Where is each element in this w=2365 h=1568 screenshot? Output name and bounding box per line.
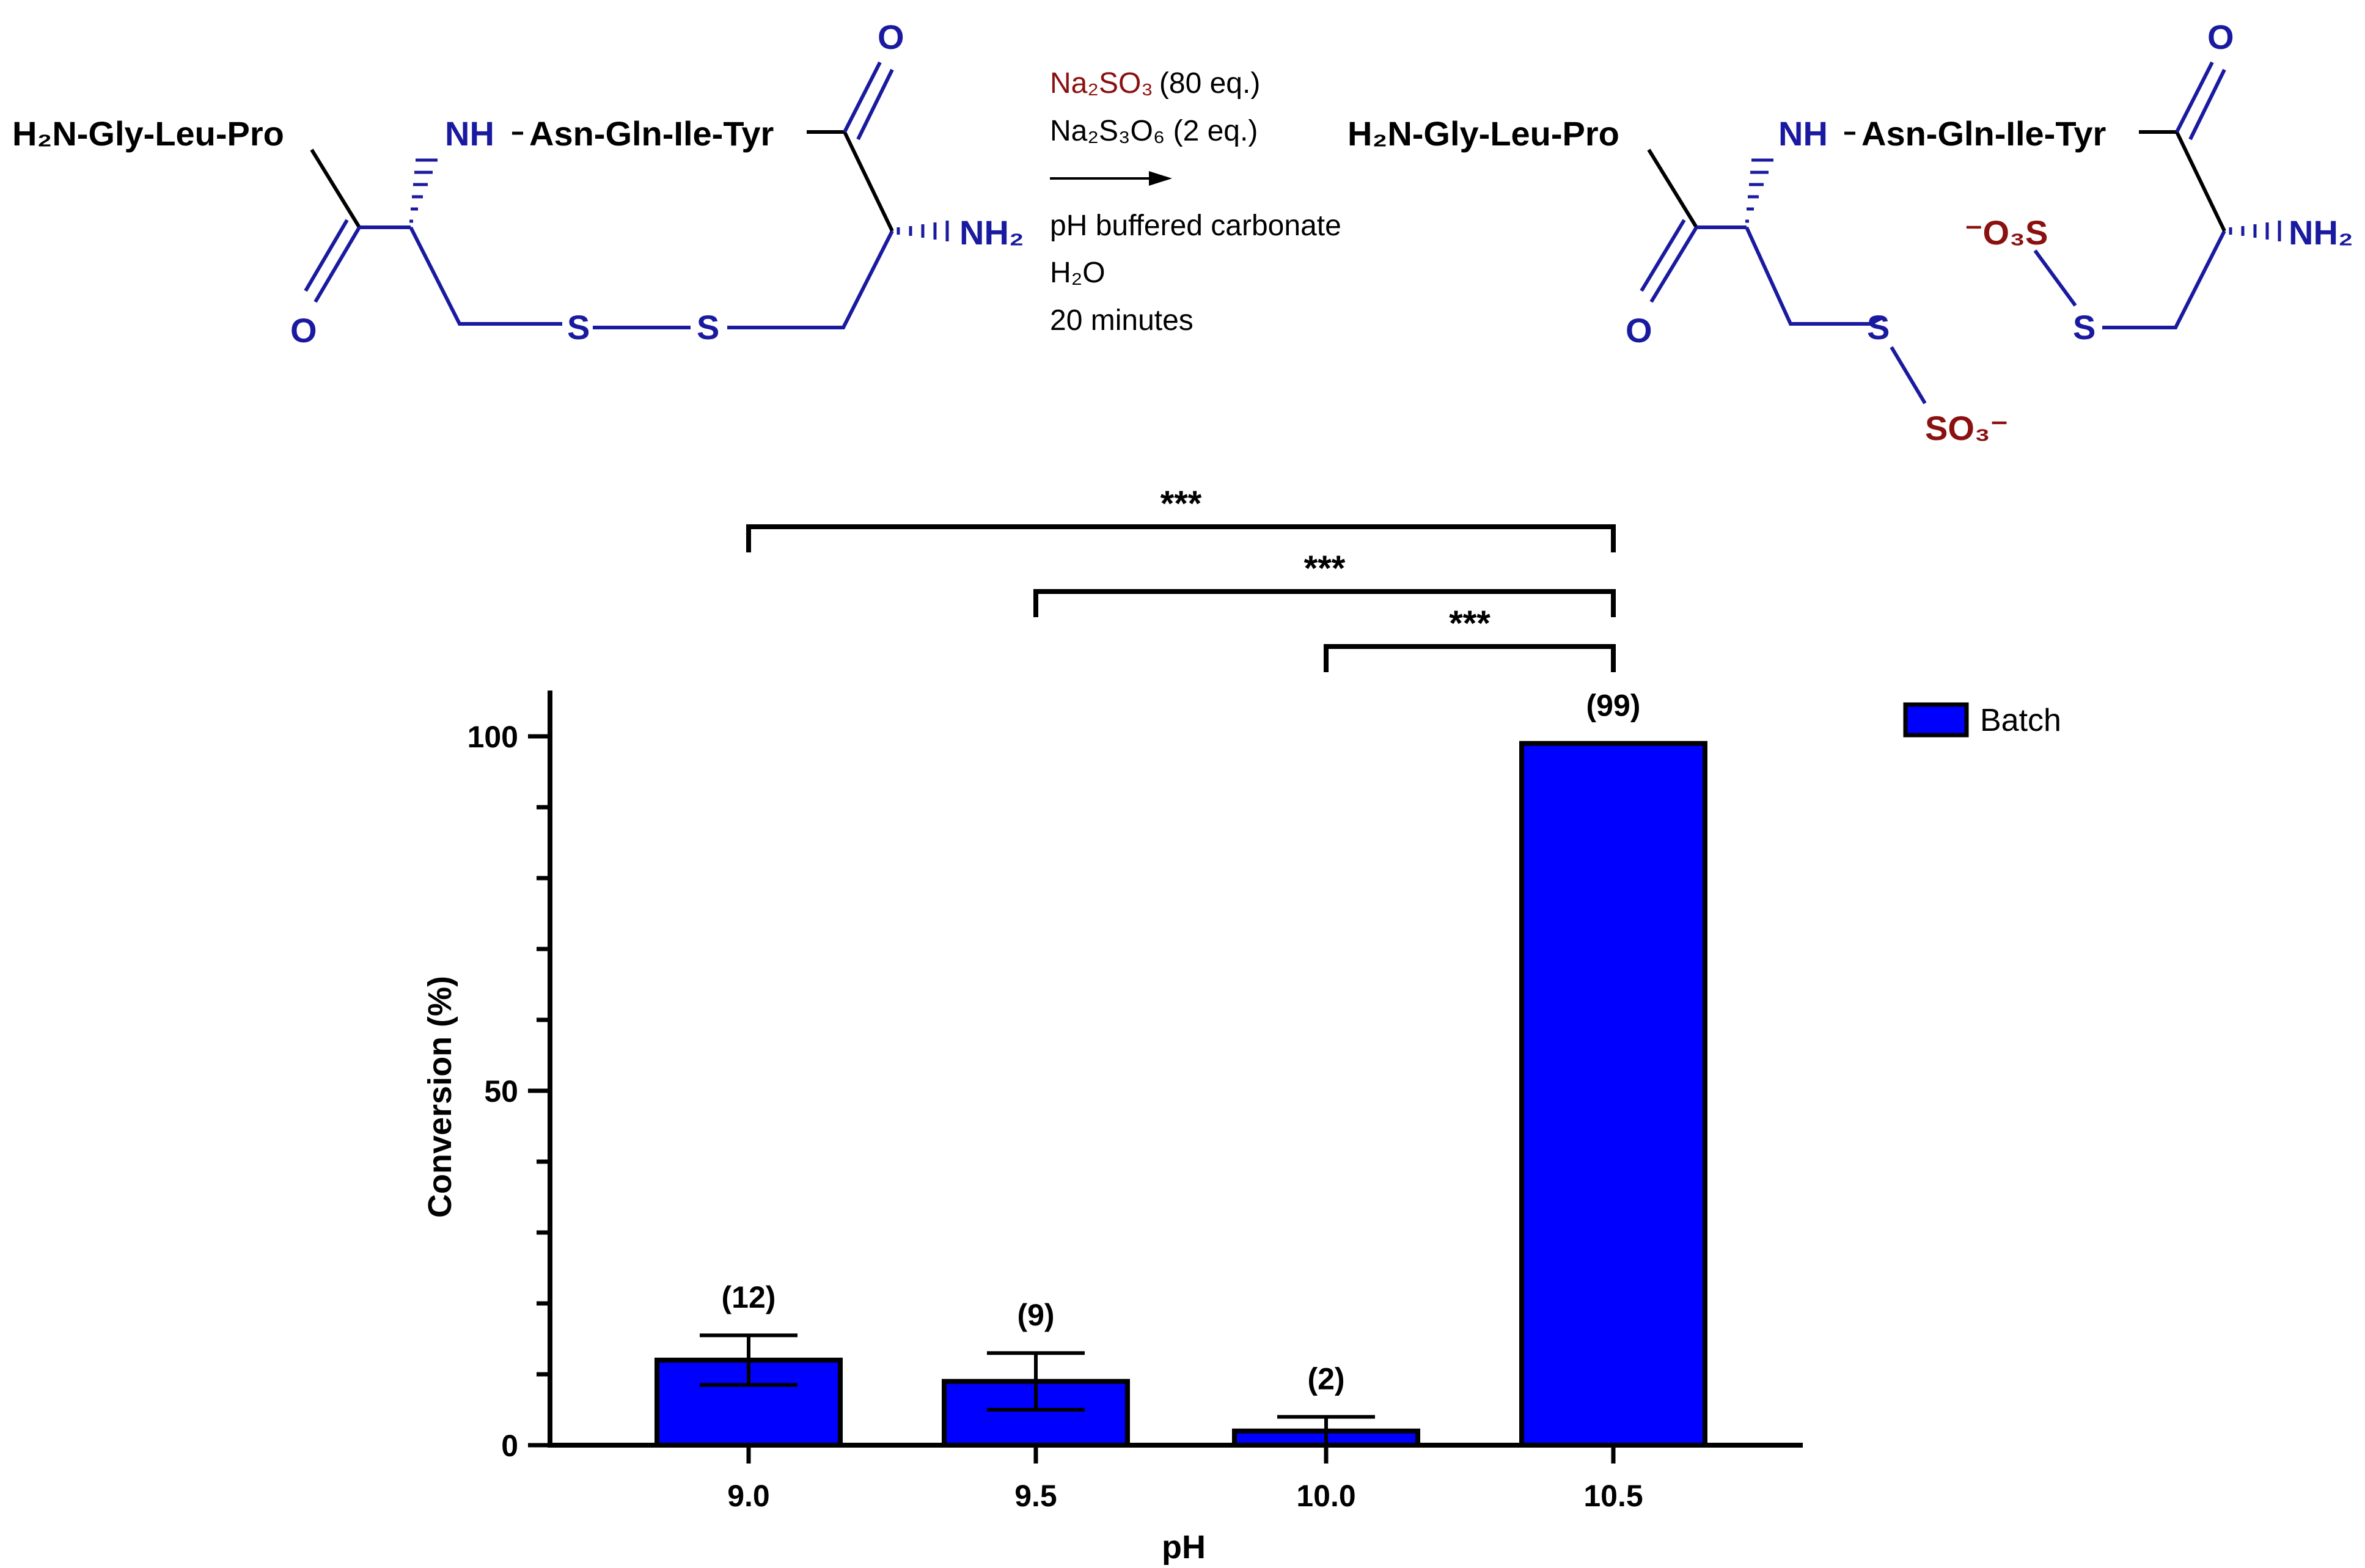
product-structure: H₂N-Gly-Leu-Pro NH Asn-Gln-Ile-Tyr O S S… — [1348, 18, 2353, 447]
product-so3-left: SO₃⁻ — [1925, 409, 2008, 447]
reactant-co-bond-1 — [314, 226, 361, 303]
significance-bracket-3 — [1324, 644, 1616, 672]
product-co-bond-1 — [1649, 226, 1698, 303]
significance-label-2: *** — [1304, 549, 1346, 588]
product-hashed-wedge-right — [2229, 221, 2281, 241]
reagent-1-eq: (80 eq.) — [1159, 67, 1260, 100]
reactant-cys-right-chain — [727, 230, 894, 329]
reactant-s1: S — [567, 308, 590, 346]
value-label-10.0: (2) — [1307, 1362, 1344, 1396]
product-hashed-wedge-left — [1745, 158, 1773, 223]
bars: (12) (9) (2) (99) — [654, 689, 1707, 1448]
product-cys-right-chain — [2102, 230, 2226, 329]
reactant-bond-pro — [310, 148, 361, 229]
product-o-bottom: O — [1626, 311, 1652, 350]
product-nh-label: NH — [1778, 114, 1828, 153]
significance-bracket-2 — [1033, 589, 1616, 617]
reagent-1: Na₂SO₃ — [1050, 67, 1153, 100]
significance-brackets: *** *** *** — [746, 484, 1616, 672]
reactant-left-chain: H₂N-Gly-Leu-Pro — [12, 114, 284, 153]
value-label-10.5: (99) — [1586, 689, 1641, 723]
bar-10.5 — [1519, 741, 1707, 1448]
y-tick-label-0: 0 — [501, 1429, 518, 1463]
product-co-bond-2 — [1640, 219, 1686, 292]
reactant-mid-chain: Asn-Gln-Ile-Tyr — [529, 114, 774, 153]
reactant-hashed-wedge-right — [897, 221, 949, 241]
time-condition: 20 minutes — [1050, 304, 1194, 337]
x-tick-label-9.5: 9.5 — [1014, 1479, 1057, 1513]
reactant-nh-label: NH — [445, 114, 494, 153]
reactant-o-bottom: O — [290, 311, 317, 350]
reagent-line-1: Na₂SO₃ (80 eq.) — [1050, 67, 1260, 100]
product-o-top: O — [2207, 18, 2234, 56]
reactant-nh2: NH₂ — [959, 213, 1024, 252]
reactant-cys-left-chain — [409, 226, 562, 326]
reactant-bond-tyr — [807, 130, 894, 232]
legend-swatch — [1903, 702, 1969, 738]
significance-label-1: *** — [1160, 484, 1202, 524]
reactant-co-bond-2 — [304, 219, 349, 292]
reactant-co-top-1 — [843, 61, 882, 133]
x-tick-label-10.0: 10.0 — [1296, 1479, 1355, 1513]
x-tick-label-9.0: 9.0 — [727, 1479, 770, 1513]
product-o3s-right: ⁻O₃S — [1965, 213, 2048, 252]
product-mid-chain: Asn-Gln-Ile-Tyr — [1861, 114, 2106, 153]
value-label-9.0: (12) — [722, 1280, 776, 1314]
y-tick-label-50: 50 — [484, 1074, 518, 1108]
bar-chart: *** *** *** (12) (9) (2) (99) 0 50 100 9.0 9.5 10.… — [422, 484, 2061, 1566]
reactant-s2: S — [697, 308, 719, 346]
x-axis-label: pH — [1162, 1529, 1206, 1566]
product-s-o3s-bond — [2033, 249, 2077, 307]
y-axis-label: Conversion (%) — [422, 976, 458, 1218]
significance-bracket-1 — [746, 524, 1616, 552]
product-nh2: NH₂ — [2289, 213, 2353, 252]
significance-label-3: *** — [1449, 604, 1491, 643]
solvent-condition: H₂O — [1050, 257, 1106, 289]
product-co-top-2 — [2188, 68, 2226, 141]
axes: 0 50 100 9.0 9.5 10.0 10.5 — [468, 691, 1803, 1513]
reagent-2: Na₂S₃O₆ (2 eq.) — [1050, 115, 1258, 147]
reactant-hashed-wedge-left — [409, 158, 438, 223]
legend-label: Batch — [1980, 703, 2061, 738]
product-bond-tyr — [2139, 130, 2226, 232]
product-bond-pro — [1647, 148, 1698, 229]
product-co-top-1 — [2175, 61, 2214, 133]
buffer-condition: pH buffered carbonate — [1050, 210, 1341, 242]
reaction-scheme: H₂N-Gly-Leu-Pro NH Asn-Gln-Ile-Tyr O — [12, 18, 2353, 447]
reaction-conditions: Na₂SO₃ (80 eq.) Na₂S₃O₆ (2 eq.) pH buffer… — [1050, 67, 1341, 337]
product-s-left: S — [1867, 308, 1890, 346]
x-tick-label-10.5: 10.5 — [1583, 1479, 1643, 1513]
y-tick-label-100: 100 — [468, 720, 518, 754]
product-cys-left-chain — [1745, 226, 1883, 326]
reactant-o-top: O — [878, 18, 904, 56]
product-s-right: S — [2073, 308, 2096, 346]
product-left-chain: H₂N-Gly-Leu-Pro — [1348, 114, 1619, 153]
legend: Batch — [1903, 702, 2061, 738]
reactant-structure: H₂N-Gly-Leu-Pro NH Asn-Gln-Ile-Tyr O — [12, 18, 1024, 350]
reaction-arrow-head — [1149, 171, 1172, 186]
reactant-co-top-2 — [856, 68, 894, 141]
product-s-so3-bond — [1890, 346, 1927, 405]
value-label-9.5: (9) — [1017, 1298, 1054, 1332]
